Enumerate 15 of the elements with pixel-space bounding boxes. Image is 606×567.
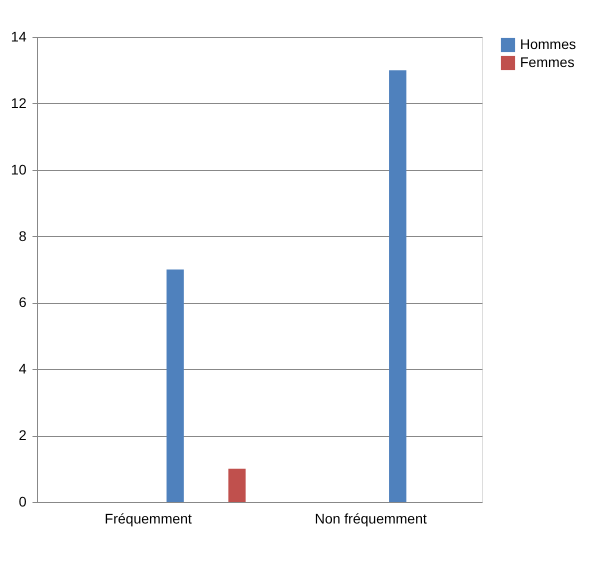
y-tick-label: 2 <box>18 427 27 444</box>
y-tick-label: 0 <box>18 494 27 510</box>
x-tick-label: Non fréquemment <box>314 510 427 526</box>
y-tick-label: 10 <box>10 161 27 178</box>
y-tick-label: 14 <box>10 28 27 44</box>
legend-label: Hommes <box>520 36 576 52</box>
bar <box>228 468 246 502</box>
y-tick-label: 4 <box>18 360 27 377</box>
bar <box>389 70 406 502</box>
y-tick-label: 12 <box>10 94 27 111</box>
legend-label: Femmes <box>520 54 574 70</box>
y-tick-label: 6 <box>18 294 27 310</box>
x-tick-label: Fréquemment <box>104 510 192 526</box>
bar <box>166 270 184 502</box>
y-tick-label: 8 <box>18 228 27 244</box>
